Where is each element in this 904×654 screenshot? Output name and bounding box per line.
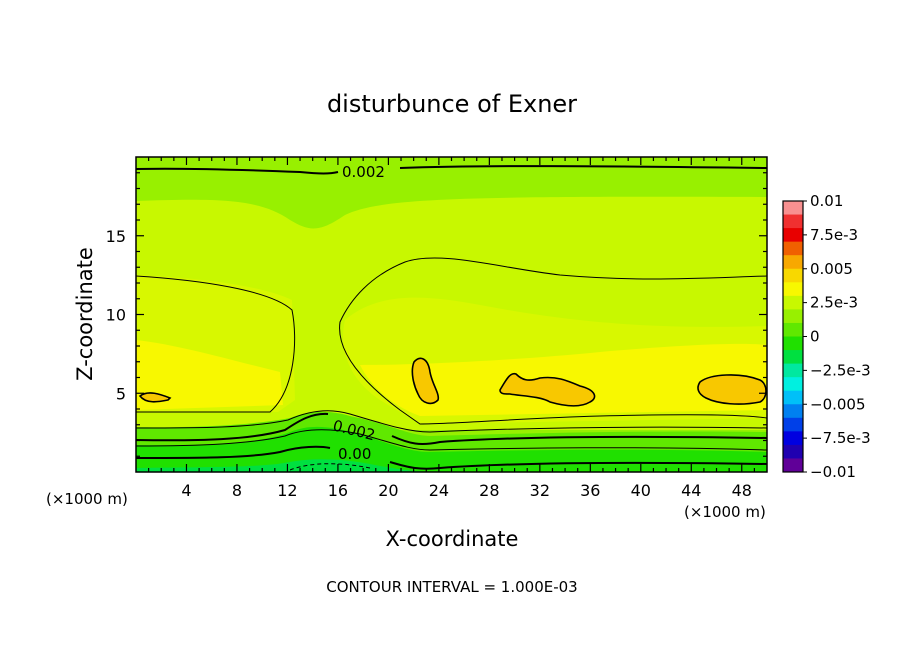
- x-tick-label: 8: [232, 481, 242, 500]
- colorbar-segment: [783, 228, 803, 243]
- x-tick-label: 24: [429, 481, 449, 500]
- colorbar-segment: [783, 309, 803, 324]
- colorbar-segment: [783, 363, 803, 378]
- colorbar-label: 7.5e-3: [810, 226, 858, 244]
- colorbar-segment: [783, 201, 803, 216]
- contour-label-zero: 0.00: [338, 445, 371, 463]
- colorbar-segment: [783, 336, 803, 351]
- colorbar-segment: [783, 214, 803, 229]
- blob-0-005-d: [697, 374, 767, 405]
- x-tick-label: 48: [732, 481, 752, 500]
- blob-0-005-c: [499, 372, 596, 407]
- contour-line-lower-0-002: [136, 412, 767, 445]
- colorbar-segment: [783, 322, 803, 337]
- x-unit-label-left: (×1000 m): [46, 490, 128, 508]
- x-tick-label: 4: [181, 481, 191, 500]
- colorbar-label: −7.5e-3: [810, 429, 871, 447]
- y-tick-label: 15: [106, 227, 126, 246]
- y-tick-label: 5: [116, 384, 126, 403]
- x-axis-title: X-coordinate: [386, 527, 519, 551]
- y-tick-label: 10: [106, 306, 126, 325]
- colorbar-label: −2.5e-3: [810, 361, 871, 379]
- colorbar-label: 0: [810, 328, 820, 346]
- x-tick-labels: 4 8 12 16 20 24 28 32 36 40 44 48: [181, 481, 752, 500]
- contour-line-0-001: [136, 445, 767, 470]
- x-tick-label: 16: [328, 481, 348, 500]
- x-tick-label: 20: [378, 481, 398, 500]
- colorbar-segment: [783, 444, 803, 459]
- colorbar-segment: [783, 458, 803, 473]
- x-tick-label: 40: [631, 481, 651, 500]
- colorbar-segment: [783, 255, 803, 270]
- contour-line-zero: [289, 463, 371, 471]
- colorbar-segment: [783, 282, 803, 297]
- colorbar-segment: [783, 431, 803, 446]
- y-tick-labels: 5 10 15: [106, 227, 126, 404]
- chart-title: disturbunce of Exner: [327, 90, 577, 118]
- colorbar-segment: [783, 295, 803, 310]
- colorbar-segment: [783, 350, 803, 365]
- x-tick-label: 32: [530, 481, 550, 500]
- contour-line-0-0005: [136, 429, 767, 451]
- contour-line-top-0-002: [136, 165, 767, 175]
- colorbar-label: −0.01: [810, 463, 856, 481]
- contour-label-top: 0.002: [342, 163, 385, 181]
- plot-area: [136, 157, 767, 472]
- contour-interval-note: CONTOUR INTERVAL = 1.000E-03: [326, 578, 577, 596]
- y-axis-title: Z-coordinate: [73, 247, 97, 381]
- band-0-004: [136, 340, 767, 416]
- x-tick-label: 28: [479, 481, 499, 500]
- colorbar-segment: [783, 241, 803, 256]
- x-ticks: [148, 157, 755, 472]
- blob-0-005-a: [138, 392, 172, 403]
- x-tick-label: 12: [277, 481, 297, 500]
- colorbar-labels: 0.01 7.5e-3 0.005 2.5e-3 0 −2.5e-3 −0.005 −7.5e…: [810, 192, 871, 481]
- colorbar: [782, 200, 807, 473]
- colorbar-segment: [783, 404, 803, 419]
- colorbar-segment: [783, 377, 803, 392]
- x-tick-label: 44: [681, 481, 701, 500]
- contour-line-0-003: [136, 257, 767, 425]
- y-ticks: [136, 172, 767, 457]
- band-0-001: [136, 426, 767, 472]
- colorbar-label: 0.005: [810, 260, 853, 278]
- colorbar-segment: [783, 268, 803, 283]
- colorbar-label: 2.5e-3: [810, 294, 858, 312]
- colorbar-label: 0.01: [810, 192, 843, 210]
- colorbar-segment: [783, 417, 803, 432]
- colorbar-segment: [783, 390, 803, 405]
- x-unit-label-right: (×1000 m): [684, 503, 766, 521]
- colorbar-label: −0.005: [810, 395, 866, 413]
- blob-0-005-b: [411, 357, 440, 405]
- contour-line-0-0015: [136, 410, 767, 433]
- x-tick-label: 36: [580, 481, 600, 500]
